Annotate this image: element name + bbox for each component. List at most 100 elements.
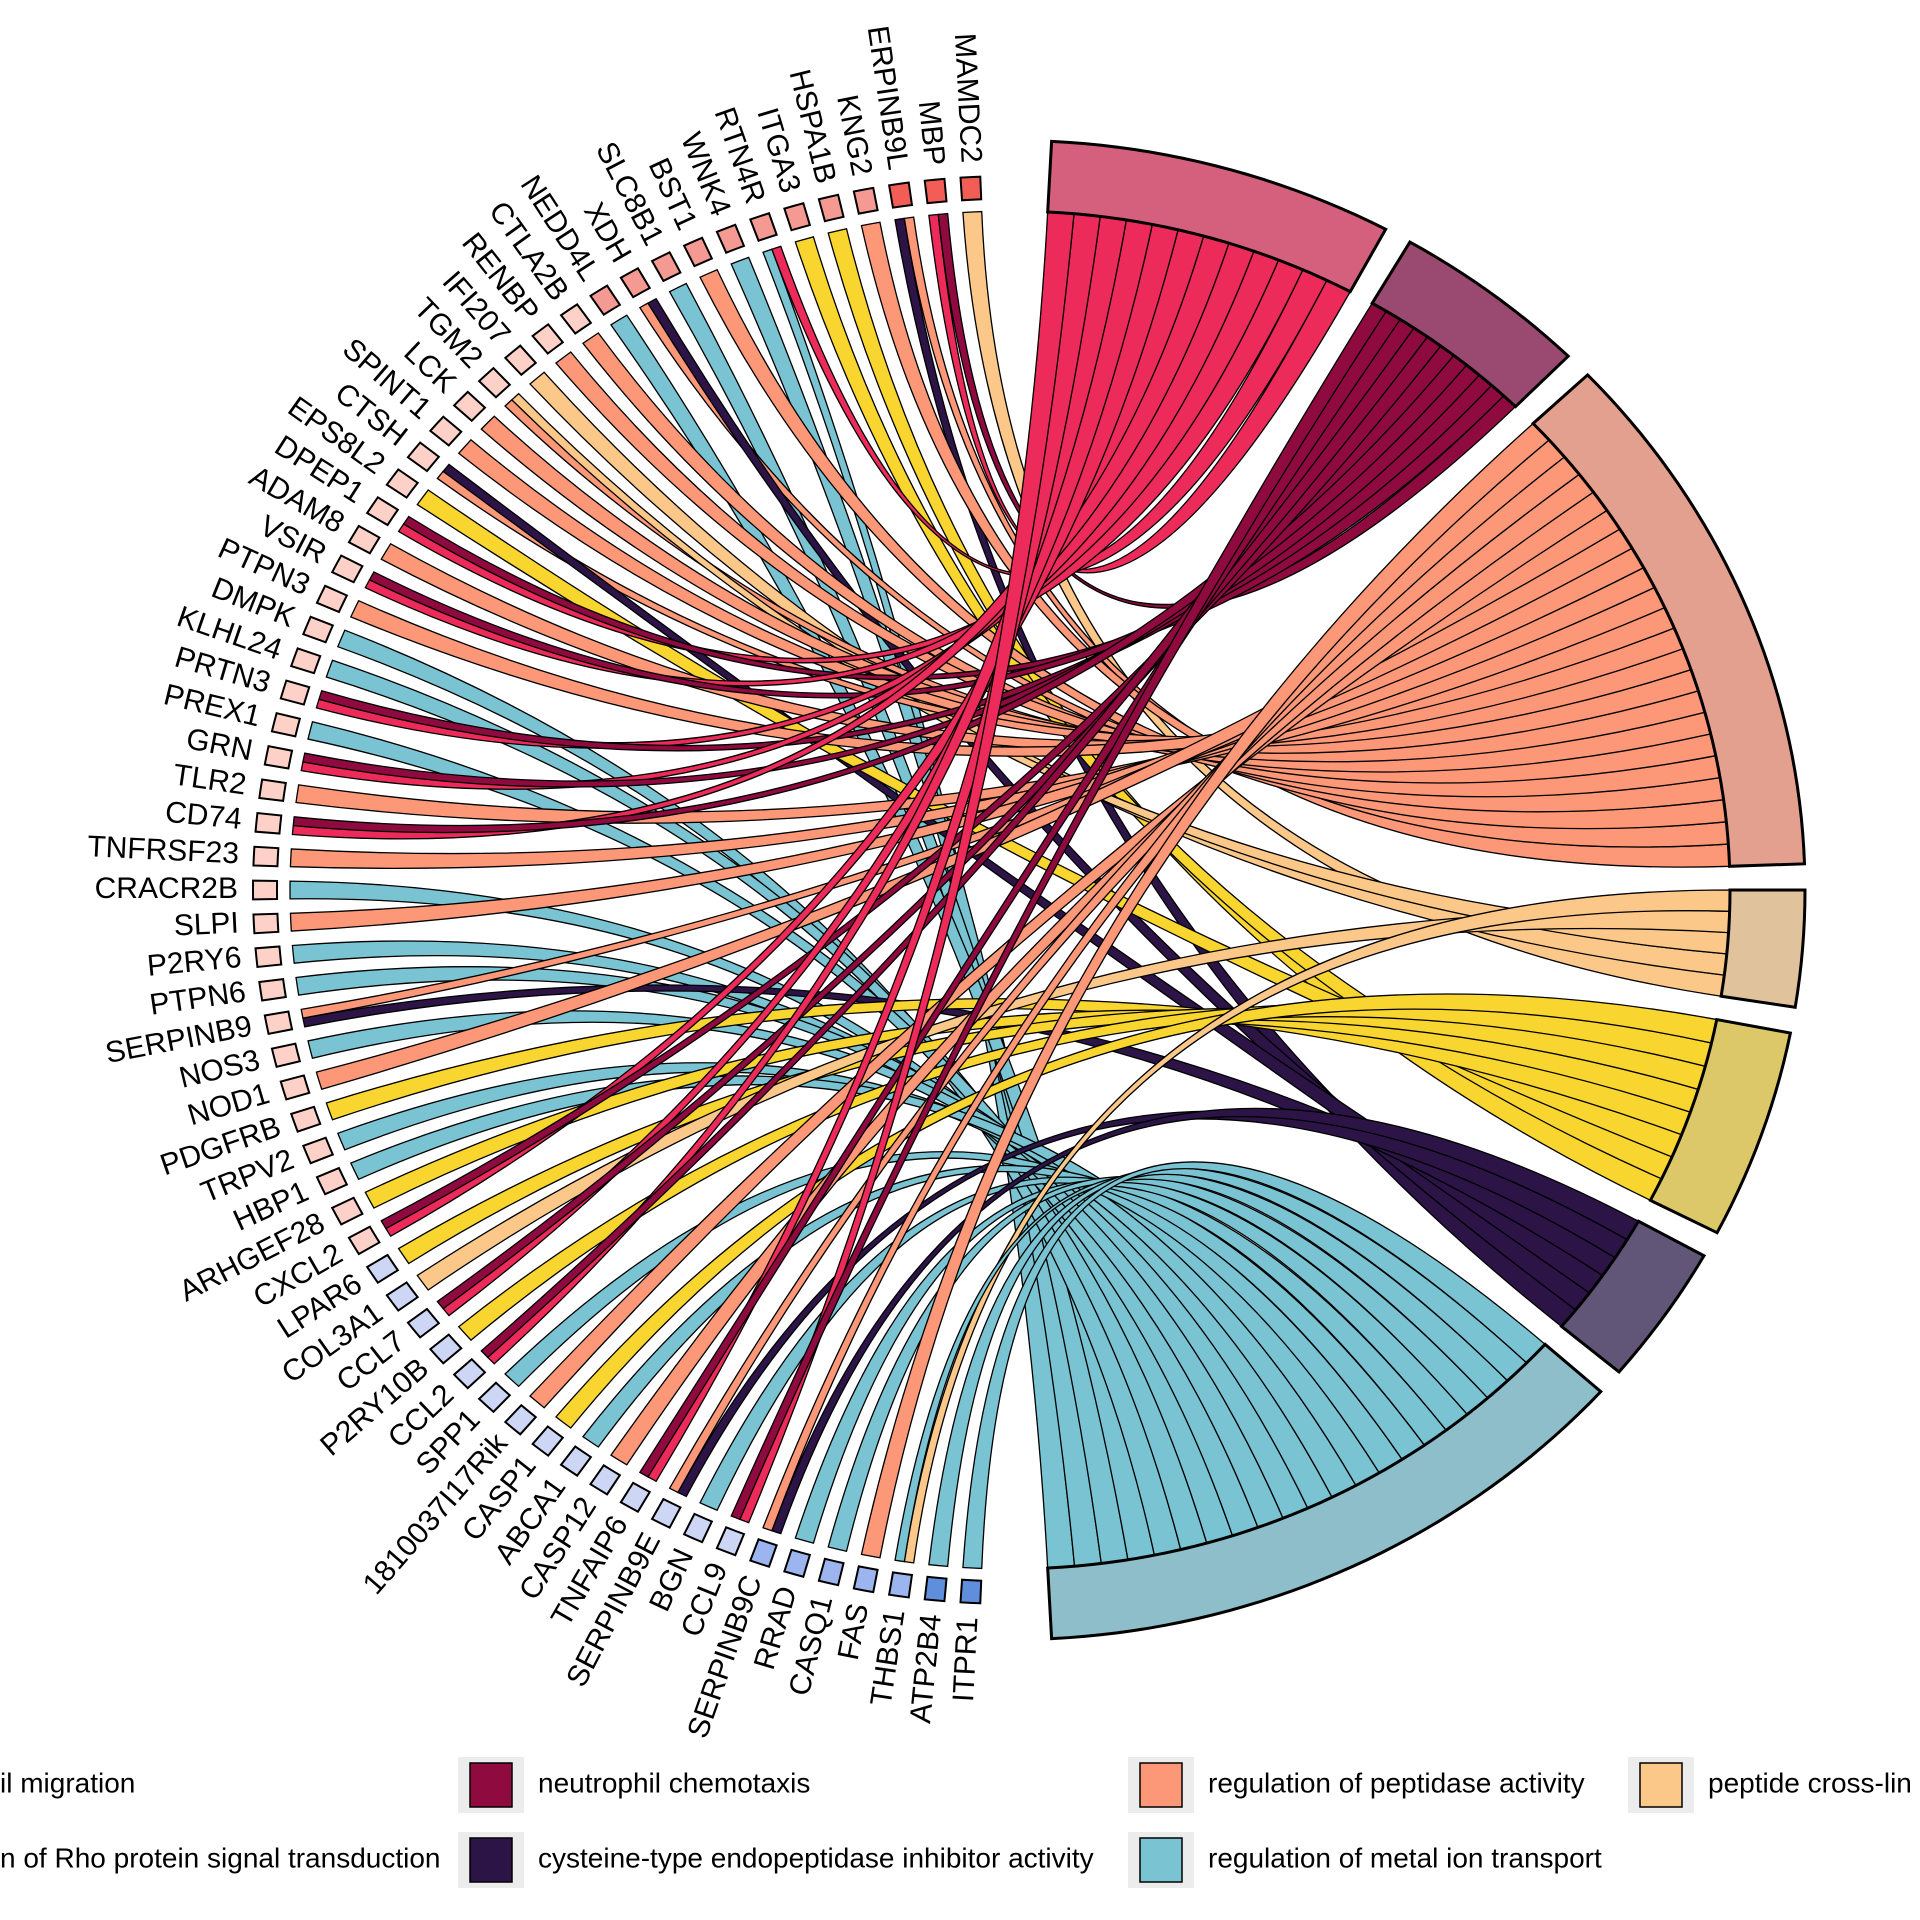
term-block [1559,1219,1707,1374]
gene-block [477,366,512,399]
gene-block [289,1105,322,1133]
gene-block [254,945,283,969]
gene-block [252,845,280,868]
gene-block [503,344,538,377]
legend-label: il migration [0,1767,135,1798]
gene-block [330,554,364,584]
gene-block [252,912,280,935]
gene-block [270,1042,302,1069]
gene-block [270,711,302,738]
gene-block [959,1578,983,1605]
gene-block [923,1575,948,1603]
gene-block [619,1481,652,1514]
gene-block [263,744,294,770]
term-block [1648,1017,1793,1235]
legend-entry: cysteine-type endopeptidase inhibitor ac… [458,1832,1094,1888]
term-block [1719,888,1807,1009]
legend-label: n of Rho protein signal transduction [0,1842,441,1873]
gene-block [279,1074,311,1101]
gene-block [783,1548,812,1578]
term-blocks [1046,139,1807,1641]
gene-block [783,202,812,232]
legend-swatch [1139,1762,1183,1808]
gene-block [263,1010,294,1036]
gene-block [589,1464,622,1496]
gene-block [347,1225,381,1256]
gene-block [682,236,714,268]
legend-label: peptide cross-lin [1708,1767,1912,1798]
gene-block [817,193,845,223]
gene-block [619,266,652,299]
gene-block [589,284,622,316]
legend-label: regulation of metal ion transport [1208,1842,1602,1873]
gene-block [923,177,948,205]
term-block [1046,139,1388,294]
gene-block [330,1196,364,1226]
gene-block [347,524,381,555]
gene-block [406,1307,441,1339]
legend-swatch [469,1837,513,1883]
gene-block [365,1253,400,1285]
gene-block [748,1538,778,1568]
term-block [1046,1342,1603,1641]
gene-block [817,1557,845,1587]
gene-block [258,778,287,803]
legend-swatch [469,1762,513,1808]
gene-label: ATP2B4 [904,1613,948,1725]
gene-block [251,879,279,901]
gene-block [258,977,287,1002]
gene-label: CRACR2B [95,872,238,905]
gene-block [682,1512,714,1544]
gene-block [477,1381,512,1414]
legend-label: cysteine-type endopeptidase inhibitor ac… [538,1842,1094,1873]
gene-block [385,468,420,499]
chord-links [289,210,1731,1570]
gene-block [959,175,983,202]
gene-label: FAS [832,1601,875,1663]
gene-block [503,1403,538,1436]
legend-label: regulation of peptidase activity [1208,1767,1585,1798]
gene-block [365,495,400,527]
gene-block [650,251,682,283]
gene-blocks [251,175,983,1605]
gene-block [887,1571,914,1599]
gene-block [452,1357,487,1390]
gene-label: TNFRSF23 [87,830,240,870]
gene-label: ITPR1 [947,1616,984,1703]
legend: il migration neutrophil chemotaxis regulat… [0,1757,1912,1888]
gene-block [531,323,565,355]
legend-entry: neutrophil chemotaxis [458,1757,810,1813]
legend-entry: regulation of peptidase activity [1128,1757,1585,1813]
gene-label: MBP [912,99,951,167]
gene-block [887,181,914,209]
gene-block [748,212,778,242]
gene-label: CD74 [164,796,243,836]
gene-block [852,186,879,215]
gene-block [559,1445,593,1477]
gene-block [254,811,283,835]
legend-label: neutrophil chemotaxis [538,1767,810,1798]
gene-block [289,647,322,675]
term-block [1370,240,1571,409]
legend-entry: regulation of metal ion transport [1128,1832,1602,1888]
gene-label: SLPI [173,906,240,942]
gene-block [301,1136,335,1165]
gene-block [715,1526,746,1557]
gene-label: MAMDC2 [948,32,988,164]
gene-block [428,1333,463,1365]
gene-block [315,584,349,614]
gene-block [852,1565,879,1594]
term-block [1530,372,1807,868]
gene-block [406,441,441,473]
gene-block [428,415,463,447]
legend-swatch [1139,1837,1183,1883]
gene-block [315,1166,349,1196]
gene-block [452,390,487,423]
legend-entry: n of Rho protein signal transduction [0,1842,441,1873]
legend-entry: peptide cross-lin [1628,1757,1912,1813]
gene-block [301,615,335,644]
gene-block [385,1281,420,1312]
gene-block [559,303,593,335]
legend-swatch [1639,1762,1683,1808]
